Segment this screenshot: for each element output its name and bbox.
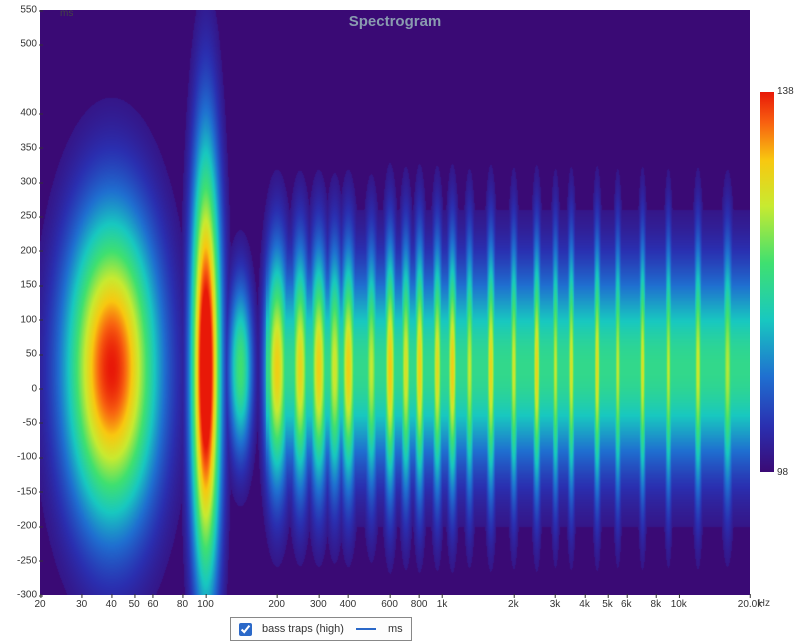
y-tick: 50 bbox=[10, 349, 37, 360]
colorbar-max: 138 bbox=[777, 86, 794, 97]
spectrogram-canvas bbox=[40, 10, 750, 595]
x-tick: 10k bbox=[671, 599, 687, 610]
x-tick: 8k bbox=[651, 599, 662, 610]
x-tick: 20 bbox=[34, 599, 45, 610]
x-tick: 400 bbox=[340, 599, 357, 610]
y-tick: 300 bbox=[10, 177, 37, 188]
y-tick: 400 bbox=[10, 108, 37, 119]
y-tick: 500 bbox=[10, 39, 37, 50]
x-tick: 4k bbox=[579, 599, 590, 610]
x-tick: 600 bbox=[381, 599, 398, 610]
x-tick: 1k bbox=[437, 599, 448, 610]
y-tick: -50 bbox=[10, 417, 37, 428]
y-tick: 100 bbox=[10, 314, 37, 325]
y-tick: 250 bbox=[10, 211, 37, 222]
x-tick: 20.0k bbox=[738, 599, 762, 610]
legend: bass traps (high) ms bbox=[230, 617, 412, 641]
colorbar: 138 98 bbox=[760, 92, 774, 472]
x-tick: 100 bbox=[197, 599, 214, 610]
colorbar-min: 98 bbox=[777, 467, 788, 478]
x-tick: 5k bbox=[602, 599, 613, 610]
x-tick: 3k bbox=[550, 599, 561, 610]
plot-area: Spectrogram ms Hz 138 98 -300-250-200-15… bbox=[40, 10, 750, 595]
legend-unit: ms bbox=[388, 623, 403, 635]
y-axis-unit: ms bbox=[60, 8, 73, 19]
y-tick: 0 bbox=[10, 383, 37, 394]
y-tick: -250 bbox=[10, 555, 37, 566]
y-tick: -200 bbox=[10, 521, 37, 532]
legend-line-sample bbox=[356, 628, 376, 630]
x-tick: 200 bbox=[268, 599, 285, 610]
x-tick: 800 bbox=[411, 599, 428, 610]
y-tick: 200 bbox=[10, 245, 37, 256]
y-tick: 150 bbox=[10, 280, 37, 291]
x-tick: 2k bbox=[508, 599, 519, 610]
spectrogram-container: Spectrogram ms Hz 138 98 -300-250-200-15… bbox=[0, 0, 800, 644]
legend-checkbox[interactable] bbox=[239, 623, 252, 636]
x-tick: 6k bbox=[621, 599, 632, 610]
y-tick: -100 bbox=[10, 452, 37, 463]
x-tick: 30 bbox=[76, 599, 87, 610]
y-tick: -300 bbox=[10, 590, 37, 601]
x-tick: 60 bbox=[147, 599, 158, 610]
x-tick: 300 bbox=[310, 599, 327, 610]
y-tick: -150 bbox=[10, 486, 37, 497]
y-tick: 550 bbox=[10, 5, 37, 16]
legend-series-label: bass traps (high) bbox=[262, 623, 344, 635]
x-tick: 40 bbox=[106, 599, 117, 610]
x-tick: 80 bbox=[177, 599, 188, 610]
y-tick: 350 bbox=[10, 142, 37, 153]
x-tick: 50 bbox=[129, 599, 140, 610]
